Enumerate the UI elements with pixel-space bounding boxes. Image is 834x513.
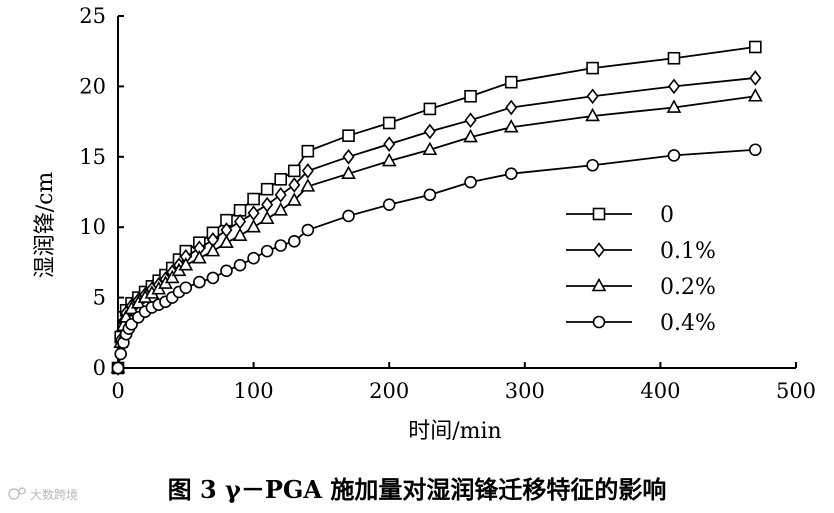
chart-series-layer (110, 40, 763, 376)
data-point-circle (233, 258, 247, 272)
data-point-triangle (192, 250, 207, 264)
data-point-triangle (747, 88, 763, 102)
watermark-text: 大数跨境 (30, 487, 78, 502)
data-point-circle (206, 271, 220, 285)
data-point-triangle (232, 227, 248, 241)
y-axis-title: 湿润锋/cm (33, 172, 58, 279)
data-point-circle (382, 198, 396, 211)
data-point-square (342, 129, 355, 142)
data-point-circle (504, 167, 518, 180)
legend-label: 0.2% (660, 275, 716, 300)
legend-label: 0.1% (660, 239, 716, 264)
data-point-triangle (164, 269, 180, 284)
data-point-square (382, 116, 396, 130)
chart-axes: 0 100 200 300 400 500 0 5 10 15 20 25 (79, 4, 816, 403)
data-point-triangle (178, 257, 194, 271)
data-point-triangle (341, 165, 356, 179)
data-point-circle (586, 158, 599, 172)
data-point-diamond (274, 187, 287, 203)
data-point-square (287, 164, 301, 178)
data-point-diamond (464, 112, 477, 129)
data-point-triangle (463, 128, 478, 143)
data-point-square (464, 89, 477, 103)
data-point-diamond (301, 163, 314, 179)
y-tick-label: 5 (93, 286, 106, 310)
data-point-circle (287, 234, 301, 248)
data-point-circle (301, 223, 315, 237)
data-point-diamond (247, 205, 260, 221)
data-point-circle (260, 244, 274, 258)
data-point-circle (111, 361, 125, 375)
data-point-circle (179, 281, 193, 295)
data-point-diamond (234, 213, 247, 230)
data-point-diamond (383, 136, 396, 152)
data-point-triangle (503, 119, 519, 133)
series-circle (111, 143, 762, 375)
data-point-circle (114, 347, 128, 361)
legend-marker-circle (592, 315, 606, 329)
data-point-triangle (300, 178, 316, 192)
y-tick-label: 10 (79, 215, 106, 239)
data-point-diamond (586, 88, 599, 105)
data-point-circle (220, 264, 233, 278)
x-axis-title: 时间/min (408, 419, 501, 444)
data-point-diamond (342, 148, 355, 165)
data-point-square (504, 75, 518, 89)
chart-legend: 0 0.1% 0.2% 0.4% (566, 203, 716, 336)
data-point-diamond (423, 123, 436, 140)
data-point-diamond (749, 70, 762, 86)
y-tick-label: 25 (79, 4, 106, 28)
data-point-circle (274, 239, 288, 252)
y-tick-label: 20 (79, 74, 106, 98)
data-point-square (247, 192, 260, 206)
data-point-triangle (585, 107, 600, 122)
data-point-triangle (422, 141, 438, 156)
data-point-diamond (261, 196, 274, 213)
x-tick-label: 100 (234, 379, 274, 403)
y-tick-label: 15 (79, 145, 106, 169)
data-point-triangle (259, 210, 275, 225)
data-point-circle (423, 188, 437, 202)
data-point-square (274, 173, 288, 186)
x-tick-label: 0 (111, 379, 124, 403)
data-point-triangle (205, 242, 221, 257)
data-point-square (423, 102, 437, 116)
data-point-triangle (273, 202, 289, 216)
data-point-square (586, 61, 599, 75)
data-point-square (667, 51, 681, 65)
y-tick-label: 0 (93, 356, 106, 380)
x-tick-label: 500 (776, 379, 816, 403)
figure-caption: 图 3 γ－PGA 施加量对湿润锋迁移特征的影响 (168, 475, 667, 504)
data-point-square (260, 182, 274, 196)
data-point-square (749, 40, 762, 54)
data-point-diamond (667, 78, 680, 95)
watermark: 大数跨境 (8, 487, 78, 502)
data-point-triangle (381, 152, 397, 167)
legend-marker-square (592, 207, 606, 221)
data-point-circle (749, 143, 762, 157)
x-tick-label: 300 (505, 379, 545, 403)
x-tick-label: 400 (640, 379, 680, 403)
legend-marker-triangle (591, 277, 607, 292)
data-point-triangle (666, 99, 682, 113)
data-point-circle (464, 175, 477, 189)
data-point-triangle (286, 192, 302, 206)
data-point-diamond (288, 177, 301, 193)
legend-label: 0 (660, 203, 674, 228)
data-point-circle (342, 209, 355, 223)
data-point-triangle (219, 234, 234, 248)
data-point-diamond (505, 99, 518, 116)
x-tick-label: 200 (369, 379, 409, 403)
data-point-circle (667, 149, 681, 162)
legend-label: 0.4% (660, 311, 716, 336)
legend-marker-diamond (592, 242, 606, 258)
data-point-circle (247, 251, 260, 265)
data-point-triangle (246, 219, 261, 233)
data-point-square (301, 144, 315, 158)
data-point-circle (193, 275, 206, 289)
